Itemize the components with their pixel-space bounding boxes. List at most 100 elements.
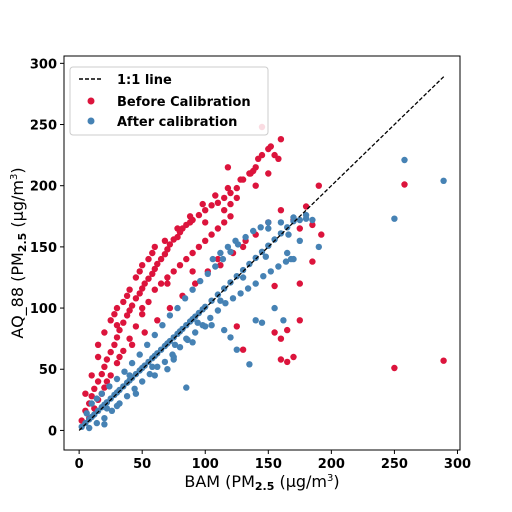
data-point <box>258 319 266 326</box>
legend: 1:1 line Before Calibration After calibr… <box>69 66 269 136</box>
data-point <box>227 189 234 197</box>
data-point <box>161 251 169 258</box>
data-point <box>233 184 240 192</box>
data-point <box>262 253 269 260</box>
data-point <box>221 219 228 226</box>
data-point <box>284 358 291 366</box>
data-point <box>391 215 398 222</box>
data-point <box>126 286 133 293</box>
data-point <box>113 304 121 312</box>
data-point <box>126 372 133 379</box>
data-point <box>107 348 114 356</box>
data-point <box>221 285 228 292</box>
data-point <box>149 363 156 370</box>
data-point <box>214 225 222 232</box>
data-point <box>164 366 171 373</box>
data-point <box>290 214 297 221</box>
data-point <box>277 207 285 214</box>
data-point <box>116 326 123 334</box>
data-point <box>192 280 199 287</box>
x-tick-label: 50 <box>133 457 151 472</box>
data-point <box>120 298 127 306</box>
data-point <box>237 290 244 297</box>
data-point <box>271 329 278 336</box>
data-point <box>88 393 95 400</box>
data-point <box>221 207 228 214</box>
data-point <box>208 231 215 238</box>
data-point <box>101 363 108 370</box>
y-axis-title-superscript: 3 <box>9 174 20 180</box>
x-axis-title-superscript: 3 <box>327 473 333 484</box>
data-point <box>239 346 247 353</box>
data-point <box>252 182 259 189</box>
data-point <box>440 177 447 184</box>
data-point <box>131 385 138 392</box>
data-point <box>174 233 181 241</box>
y-tick-label: 0 <box>48 424 57 439</box>
data-point <box>103 378 111 385</box>
data-point <box>141 280 148 287</box>
data-point <box>189 249 196 257</box>
data-point <box>128 302 136 309</box>
data-point <box>174 225 181 232</box>
data-point <box>121 368 128 375</box>
data-point <box>233 194 240 202</box>
data-point <box>94 353 102 361</box>
data-point <box>166 241 174 248</box>
x-tick-label: 150 <box>255 457 282 472</box>
data-point <box>145 255 152 263</box>
data-point <box>227 200 234 208</box>
data-point <box>275 263 282 270</box>
data-point <box>183 255 190 263</box>
data-point <box>189 286 196 293</box>
data-point <box>86 424 93 432</box>
data-point <box>252 317 259 324</box>
data-point <box>224 164 232 171</box>
data-point <box>284 249 291 257</box>
data-point <box>174 304 181 312</box>
data-point <box>126 335 133 342</box>
data-point <box>212 192 219 199</box>
data-point <box>202 237 209 244</box>
data-point <box>151 265 158 273</box>
data-point <box>265 219 272 226</box>
x-tick-label: 250 <box>381 457 408 472</box>
data-point <box>227 334 234 341</box>
data-point <box>250 227 257 235</box>
data-point <box>93 395 101 402</box>
data-point <box>83 410 90 417</box>
data-point <box>401 156 408 164</box>
data-point <box>285 231 292 238</box>
x-tick-label: 100 <box>192 457 219 472</box>
data-point <box>132 323 140 330</box>
data-point <box>186 213 194 220</box>
data-point <box>227 248 234 255</box>
data-point <box>315 243 322 251</box>
data-point <box>391 364 398 372</box>
data-point <box>94 378 102 385</box>
data-point <box>246 260 253 268</box>
data-point <box>123 312 131 319</box>
data-point <box>151 243 158 251</box>
data-point <box>227 279 234 286</box>
data-point <box>101 415 108 422</box>
data-point <box>141 329 148 336</box>
y-tick-label: 200 <box>30 180 57 195</box>
y-axis-title: AQ_88 (PM2.5 (µg/m3) <box>8 167 29 338</box>
y-axis-ticks: 0 50 100 150 200 250 300 <box>30 57 64 439</box>
data-point <box>164 274 171 281</box>
data-point <box>164 280 171 287</box>
data-point <box>277 356 285 363</box>
data-point <box>296 237 303 244</box>
data-point <box>101 329 108 336</box>
data-point <box>277 230 285 237</box>
legend-box <box>69 66 269 136</box>
data-point <box>255 155 262 162</box>
data-point <box>271 236 278 243</box>
data-point <box>217 262 224 269</box>
data-point <box>217 297 224 304</box>
data-point <box>277 219 285 226</box>
data-point <box>120 347 127 355</box>
series-before-calibration <box>78 123 447 424</box>
data-point <box>233 273 240 280</box>
